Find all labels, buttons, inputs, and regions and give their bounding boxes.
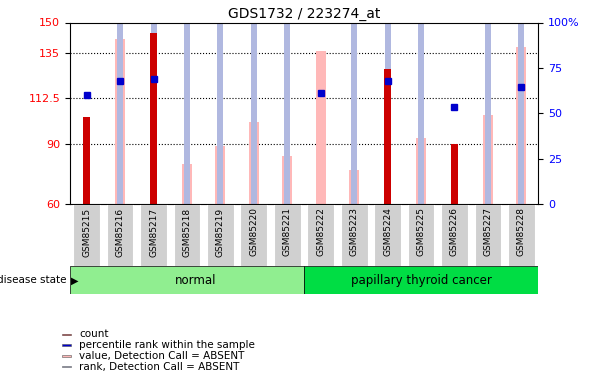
- Bar: [215, 146, 226, 204]
- Bar: [285, 8, 290, 204]
- Bar: [70, 266, 304, 294]
- Bar: [62, 366, 71, 368]
- Bar: [485, 0, 491, 204]
- FancyBboxPatch shape: [307, 204, 334, 266]
- Text: value, Detection Call = ABSENT: value, Detection Call = ABSENT: [80, 351, 245, 361]
- FancyBboxPatch shape: [240, 204, 267, 266]
- Text: GSM85225: GSM85225: [416, 207, 426, 256]
- FancyBboxPatch shape: [207, 204, 233, 266]
- FancyBboxPatch shape: [274, 204, 300, 266]
- Bar: [83, 117, 91, 204]
- Text: GSM85222: GSM85222: [316, 207, 325, 256]
- Bar: [483, 116, 493, 204]
- Bar: [184, 12, 190, 204]
- Text: GSM85224: GSM85224: [383, 207, 392, 256]
- Text: count: count: [80, 329, 109, 339]
- Text: GSM85221: GSM85221: [283, 207, 292, 256]
- Bar: [451, 144, 458, 204]
- Text: GSM85227: GSM85227: [483, 207, 492, 256]
- Text: GSM85220: GSM85220: [249, 207, 258, 256]
- FancyBboxPatch shape: [140, 204, 167, 266]
- Bar: [62, 355, 71, 357]
- Bar: [151, 0, 156, 204]
- Bar: [418, 0, 424, 204]
- Bar: [516, 47, 527, 204]
- Text: GSM85215: GSM85215: [82, 207, 91, 256]
- Bar: [182, 164, 192, 204]
- Text: GSM85216: GSM85216: [116, 207, 125, 256]
- Bar: [249, 122, 259, 204]
- FancyBboxPatch shape: [73, 204, 100, 266]
- Text: GSM85228: GSM85228: [517, 207, 526, 256]
- Bar: [385, 0, 390, 204]
- FancyBboxPatch shape: [508, 204, 535, 266]
- Bar: [304, 266, 538, 294]
- Text: GSM85217: GSM85217: [149, 207, 158, 256]
- Bar: [351, 10, 357, 204]
- Text: rank, Detection Call = ABSENT: rank, Detection Call = ABSENT: [80, 362, 240, 372]
- Bar: [384, 69, 392, 204]
- Text: ▶: ▶: [71, 275, 78, 285]
- Text: GSM85219: GSM85219: [216, 207, 225, 256]
- Bar: [519, 0, 524, 204]
- Bar: [115, 39, 125, 204]
- Bar: [416, 138, 426, 204]
- FancyBboxPatch shape: [407, 204, 434, 266]
- Text: GSM85223: GSM85223: [350, 207, 359, 256]
- Text: papillary thyroid cancer: papillary thyroid cancer: [351, 274, 491, 287]
- Bar: [117, 0, 123, 204]
- Text: percentile rank within the sample: percentile rank within the sample: [80, 340, 255, 350]
- Bar: [251, 0, 257, 204]
- Bar: [62, 334, 71, 335]
- Text: normal: normal: [174, 274, 216, 287]
- Bar: [62, 345, 71, 346]
- Bar: [218, 0, 223, 204]
- FancyBboxPatch shape: [474, 204, 501, 266]
- Bar: [316, 51, 326, 204]
- FancyBboxPatch shape: [374, 204, 401, 266]
- FancyBboxPatch shape: [441, 204, 468, 266]
- Text: GSM85218: GSM85218: [182, 207, 192, 256]
- Text: GSM85226: GSM85226: [450, 207, 459, 256]
- Text: disease state: disease state: [0, 275, 67, 285]
- FancyBboxPatch shape: [174, 204, 201, 266]
- FancyBboxPatch shape: [340, 204, 367, 266]
- Bar: [150, 33, 157, 204]
- Bar: [349, 170, 359, 204]
- Title: GDS1732 / 223274_at: GDS1732 / 223274_at: [228, 8, 380, 21]
- FancyBboxPatch shape: [107, 204, 133, 266]
- Bar: [282, 156, 292, 204]
